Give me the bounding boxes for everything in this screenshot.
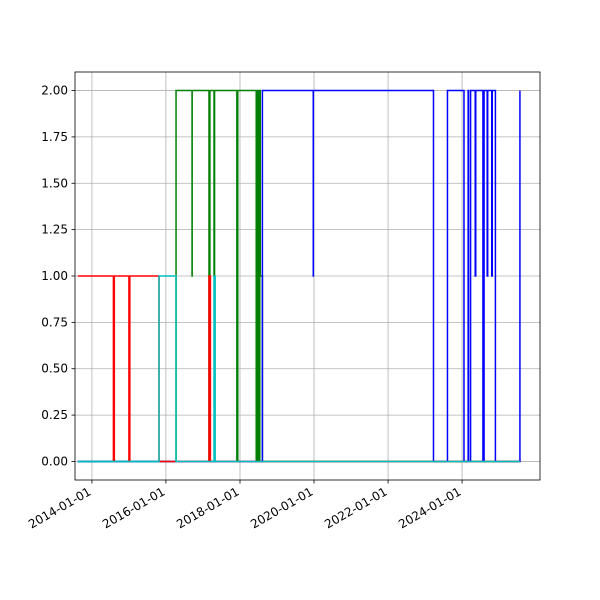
y-tick-label: 1.75 [41,130,68,144]
series-line-2 [77,89,521,463]
y-tick-label: 0.75 [41,315,68,329]
y-tick-label: 0.50 [41,362,68,376]
y-axis: 0.00 0.25 0.50 0.75 1.00 1.25 1.50 1.75 2.00 [41,84,75,468]
y-tick-label: 1.50 [41,176,68,190]
series-line-4 [77,275,520,463]
y-tick-label: 0.00 [41,454,68,468]
series-layer [77,89,521,463]
y-tick-label: 1.25 [41,223,68,237]
y-tick-label: 2.00 [41,84,68,98]
series-line-1 [77,89,520,463]
y-tick-label: 1.00 [41,269,68,283]
y-tick-label: 0.25 [41,408,68,422]
